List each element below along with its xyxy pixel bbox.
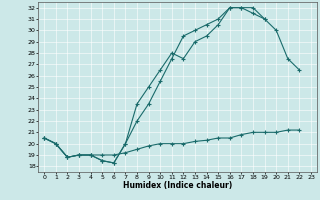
X-axis label: Humidex (Indice chaleur): Humidex (Indice chaleur) bbox=[123, 181, 232, 190]
